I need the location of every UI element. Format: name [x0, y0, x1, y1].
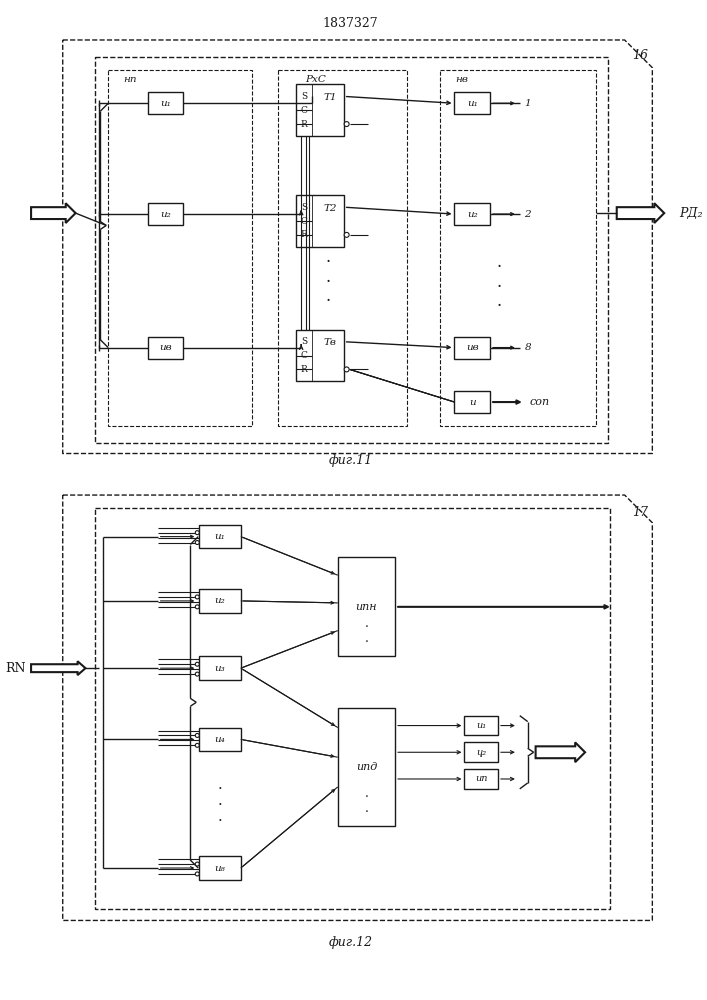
Text: T1: T1: [323, 93, 337, 102]
Bar: [199, 728, 241, 751]
Text: соп: соп: [530, 397, 549, 407]
Text: ипн: ипн: [356, 602, 378, 612]
Text: и₂: и₂: [467, 210, 478, 219]
Bar: [455, 92, 490, 114]
Text: и₁: и₁: [160, 99, 171, 108]
Bar: [338, 708, 395, 826]
Text: ив: ив: [466, 343, 479, 352]
Bar: [95, 508, 610, 909]
Text: Tв: Tв: [323, 338, 337, 347]
Circle shape: [195, 531, 199, 535]
Text: ·
·
·: · · ·: [218, 782, 223, 828]
Text: и₁: и₁: [476, 721, 486, 730]
Text: S: S: [301, 92, 307, 101]
Circle shape: [344, 367, 349, 372]
Bar: [199, 589, 241, 613]
Bar: [148, 92, 183, 114]
Text: R: R: [300, 230, 308, 239]
Circle shape: [344, 232, 349, 237]
Bar: [279, 70, 407, 426]
Bar: [455, 203, 490, 225]
Bar: [338, 557, 395, 656]
Text: 8: 8: [525, 343, 531, 352]
Text: 17: 17: [633, 506, 648, 519]
Polygon shape: [31, 661, 86, 675]
Circle shape: [195, 595, 199, 599]
Text: RN: RN: [6, 662, 26, 675]
Text: и₃: и₃: [215, 664, 226, 673]
Bar: [108, 70, 252, 426]
Text: R: R: [300, 120, 308, 129]
Text: и₂: и₂: [476, 748, 486, 757]
Text: и₄: и₄: [215, 735, 226, 744]
Text: и₁: и₁: [467, 99, 478, 108]
Text: S: S: [301, 337, 307, 346]
Text: фиг.11: фиг.11: [329, 454, 373, 467]
Text: и: и: [469, 398, 476, 407]
Bar: [440, 70, 596, 426]
Text: ·
·
·: · · ·: [325, 254, 330, 310]
Polygon shape: [31, 203, 76, 223]
Bar: [199, 656, 241, 680]
Text: нп: нп: [123, 75, 136, 84]
Text: 16: 16: [633, 49, 648, 62]
Circle shape: [195, 605, 199, 609]
Bar: [148, 203, 183, 225]
Text: C: C: [300, 106, 308, 115]
Text: фиг.12: фиг.12: [329, 936, 373, 949]
Circle shape: [195, 662, 199, 666]
Text: ·
·: · ·: [365, 791, 368, 819]
Bar: [464, 716, 498, 735]
Text: РД₂: РД₂: [679, 207, 703, 220]
Polygon shape: [536, 742, 585, 762]
Text: C: C: [300, 217, 308, 226]
Text: нв: нв: [455, 75, 468, 84]
Text: 1837327: 1837327: [323, 17, 378, 30]
Text: и₂: и₂: [215, 596, 226, 605]
Text: R: R: [300, 365, 308, 374]
Text: ·
·: · ·: [365, 621, 368, 649]
Text: 2: 2: [525, 210, 531, 219]
Circle shape: [195, 672, 199, 676]
Circle shape: [195, 872, 199, 876]
Text: 1: 1: [525, 99, 531, 108]
Bar: [199, 856, 241, 880]
Text: ·: ·: [479, 750, 484, 764]
Text: и₈: и₈: [215, 864, 226, 873]
Bar: [148, 337, 183, 359]
Bar: [296, 195, 344, 247]
Text: S: S: [301, 203, 307, 212]
Bar: [455, 337, 490, 359]
Bar: [464, 769, 498, 789]
Circle shape: [195, 733, 199, 737]
Text: ип: ип: [475, 774, 487, 783]
Circle shape: [195, 743, 199, 747]
Text: ·
·
·: · · ·: [496, 259, 502, 315]
Bar: [464, 742, 498, 762]
Circle shape: [344, 122, 349, 127]
Text: и₂: и₂: [160, 210, 171, 219]
Text: и₁: и₁: [215, 532, 226, 541]
Bar: [199, 525, 241, 548]
Text: ив: ив: [159, 343, 172, 352]
Bar: [455, 391, 490, 413]
Bar: [95, 57, 608, 443]
Text: C: C: [300, 351, 308, 360]
Bar: [296, 84, 344, 136]
Circle shape: [195, 862, 199, 866]
Bar: [296, 330, 344, 381]
Circle shape: [195, 541, 199, 545]
Text: РхС: РхС: [305, 75, 327, 84]
Polygon shape: [617, 203, 664, 223]
Text: T2: T2: [323, 204, 337, 213]
Text: ипд: ипд: [356, 762, 377, 772]
